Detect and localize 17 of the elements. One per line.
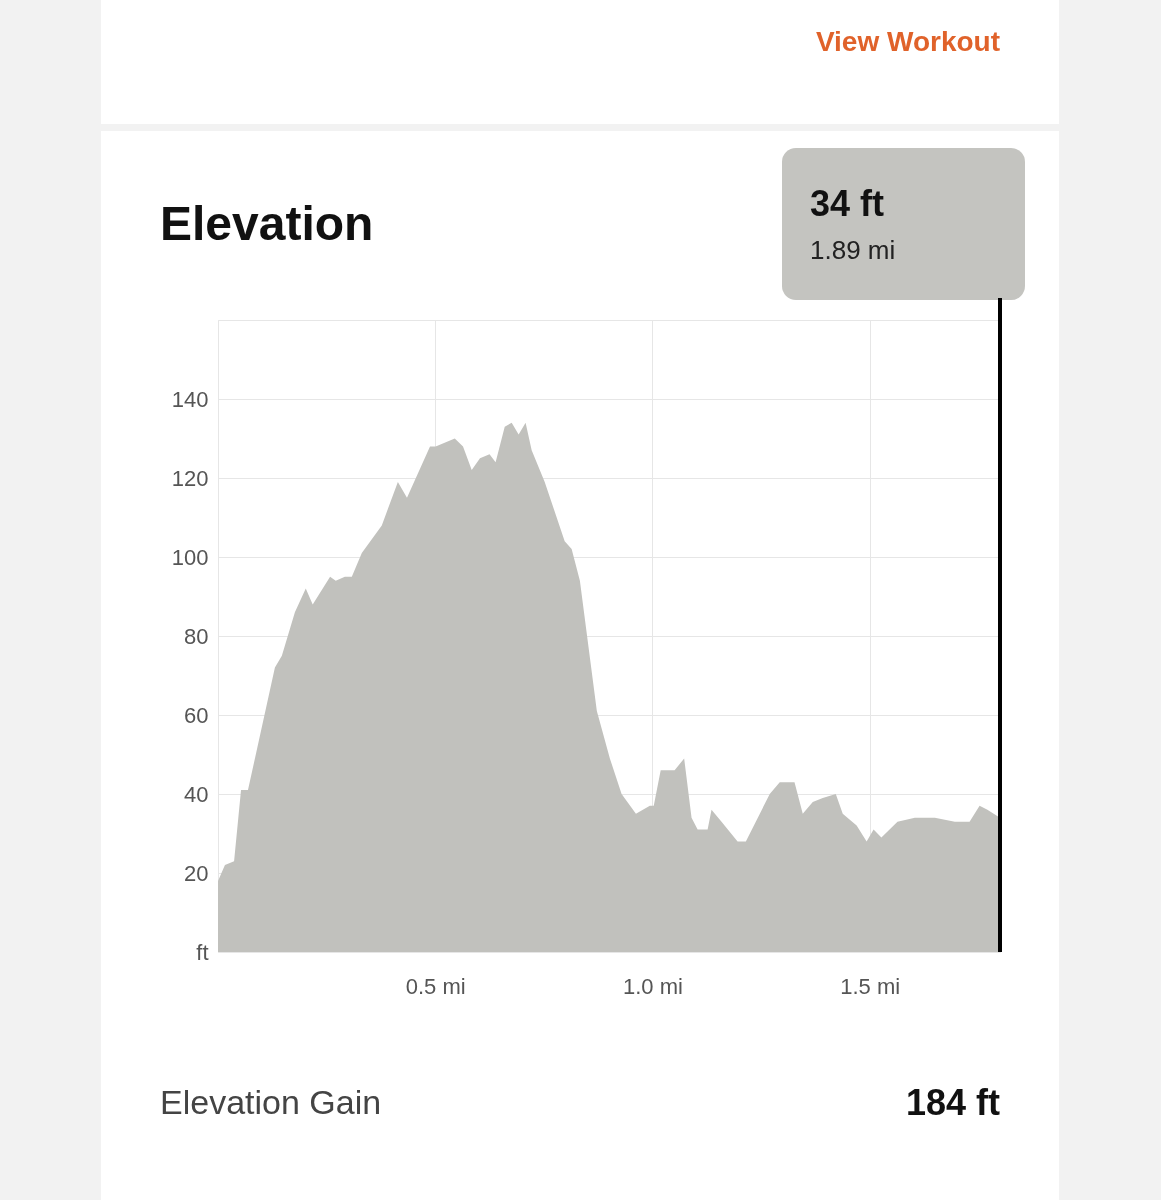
- x-tick-label: 0.5 mi: [405, 973, 466, 999]
- y-tick-label: 120: [171, 465, 209, 491]
- y-tick-label: 100: [171, 544, 209, 570]
- text: View Workout: [815, 26, 1000, 58]
- y-tick-label: 140: [171, 386, 209, 412]
- text: 1.89 mi: [810, 235, 896, 266]
- x-tick-label: 1.0 mi: [622, 973, 683, 999]
- chart-title: Elevation: [160, 196, 374, 251]
- x-tick-label: 1.5 mi: [840, 973, 901, 999]
- text: Elevation Gain: [160, 1083, 382, 1122]
- y-tick-label: 20: [184, 860, 209, 886]
- y-tick-label: 80: [184, 623, 209, 649]
- text: 34 ft: [810, 183, 885, 225]
- y-tick-label: 60: [184, 702, 209, 728]
- y-tick-label: ft: [196, 939, 209, 965]
- y-tick-label: 40: [184, 781, 209, 807]
- text: 184 ft: [905, 1082, 1000, 1124]
